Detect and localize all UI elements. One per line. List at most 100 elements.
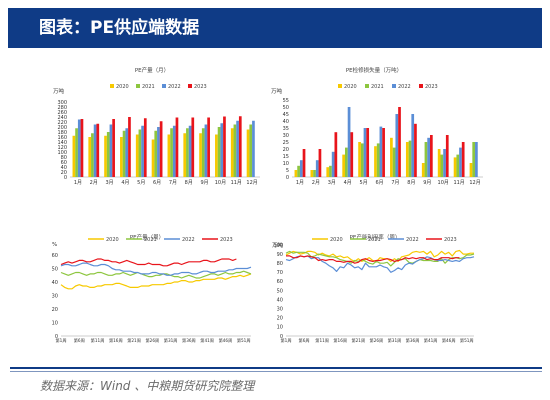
y-tick-label: 280 [57, 105, 67, 111]
x-tick-label: 6月 [375, 180, 383, 186]
bar [220, 123, 224, 177]
y-tick-label: 70 [277, 270, 283, 276]
legend-label: 2022 [406, 237, 419, 243]
y-tick-label: 30 [283, 133, 289, 139]
x-tick-label: 第6周 [74, 337, 85, 344]
bar [246, 129, 250, 177]
bar [315, 160, 319, 177]
y-axis-unit: 万吨 [271, 87, 283, 95]
bar [157, 127, 160, 177]
bar [201, 128, 205, 177]
bar [154, 130, 158, 177]
bar [411, 114, 415, 177]
x-tick-label: 第21周 [351, 337, 365, 344]
bar [310, 170, 314, 177]
legend-label: 2021 [371, 84, 384, 90]
bar [366, 128, 370, 177]
y-tick-label: 40 [277, 297, 283, 303]
y-tick-label: 10 [52, 320, 58, 326]
bar [186, 128, 189, 177]
x-tick-label: 4月 [121, 180, 129, 186]
bar [445, 135, 449, 177]
legend-swatch [136, 84, 140, 88]
bar [172, 125, 176, 177]
y-tick-label: 100 [57, 150, 67, 156]
bar [77, 119, 81, 177]
bar [75, 128, 78, 177]
bar [223, 116, 226, 177]
y-tick-label: 300 [57, 100, 67, 106]
x-tick-label: 3月 [328, 180, 336, 186]
legend-label: 2022 [398, 84, 411, 90]
bar [318, 149, 322, 177]
bar [122, 130, 126, 177]
legend-label: 2023 [194, 84, 207, 90]
bar [297, 165, 300, 177]
y-tick-label: 200 [57, 125, 67, 131]
x-tick-label: 11月 [231, 180, 242, 186]
x-tick-label: 2月 [90, 180, 98, 186]
bar [215, 134, 218, 177]
bar [199, 133, 202, 177]
y-tick-label: 50 [52, 266, 58, 272]
bar [93, 124, 97, 177]
y-tick-label: 15 [283, 154, 289, 160]
legend-swatch [365, 84, 369, 88]
x-tick-label: 8月 [185, 180, 193, 186]
x-tick-label: 第41周 [200, 337, 214, 344]
x-tick-label: 第6周 [299, 337, 310, 344]
chart-title: PE检修损失量（万吨） [346, 66, 402, 74]
bar [207, 117, 210, 177]
y-tick-label: 160 [57, 135, 67, 141]
footer-divider-thin [10, 371, 542, 372]
legend-label: 2020 [106, 237, 119, 243]
bar [109, 124, 113, 177]
bar [135, 134, 139, 177]
bar [249, 124, 253, 177]
bar [382, 128, 385, 177]
y-tick-label: 20 [277, 316, 283, 322]
legend-label: 2020 [330, 237, 343, 243]
bar [331, 151, 335, 177]
x-tick-label: 5月 [360, 180, 368, 186]
bar [459, 147, 462, 177]
bar [252, 120, 255, 177]
x-tick-label: 第31周 [164, 337, 178, 344]
bar [461, 142, 465, 177]
bar [106, 132, 110, 177]
bar [443, 149, 446, 177]
y-tick-label: 20 [283, 147, 289, 153]
bar [360, 143, 364, 177]
bar [440, 154, 444, 177]
series-line-2023 [286, 255, 460, 264]
x-tick-label: 10月 [438, 180, 449, 186]
y-tick-label: 30 [52, 293, 58, 299]
y-tick-label: 260 [57, 110, 67, 116]
y-tick-label: 40 [52, 280, 58, 286]
bar [204, 124, 208, 177]
series-line-2023 [60, 258, 237, 267]
y-tick-label: 240 [57, 115, 67, 121]
x-tick-label: 第11周 [91, 337, 105, 344]
bar [302, 149, 306, 177]
bar [72, 135, 76, 177]
y-tick-label: 60 [277, 279, 283, 285]
y-tick-label: 100 [273, 243, 283, 249]
y-tick-label: 90 [277, 252, 283, 258]
y-axis-unit: % [52, 242, 57, 248]
y-axis-unit: 万吨 [53, 87, 65, 95]
bar [475, 142, 478, 177]
x-tick-label: 第21周 [127, 337, 141, 344]
bar [125, 128, 129, 177]
bar [96, 123, 100, 177]
weekly-utilization-chart: PE产能利用率（周） 2020 2021 2022 2023 万吨 0 10 20 30 40 50 6… [272, 233, 475, 344]
y-tick-label: 0 [64, 175, 67, 181]
bar [91, 133, 94, 177]
bar [175, 117, 179, 177]
bar [395, 114, 399, 177]
bar [151, 139, 155, 177]
x-tick-label: 第16周 [109, 337, 123, 344]
x-tick-label: 12月 [246, 180, 257, 186]
y-tick-label: 0 [55, 334, 58, 340]
bar [427, 137, 430, 177]
